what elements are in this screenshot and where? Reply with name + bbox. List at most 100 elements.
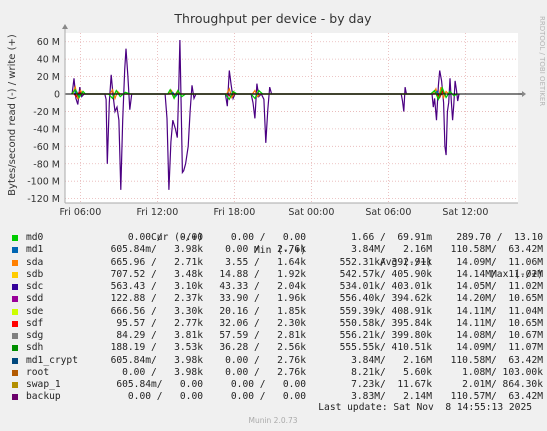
legend-min: 3.55 / 1.64k: [225, 256, 306, 268]
legend-cur: 563.43 / 3.10k: [110, 281, 203, 292]
legend-swatch: [12, 320, 18, 327]
legend-max: 14.14M/ 11.02M: [456, 268, 543, 280]
legend-cur: 605.84m/ 0.00: [116, 379, 203, 390]
legend-row-root: root 0.00 / 3.98k 0.00 / 2.76k 8.21k/ 5.60k…: [12, 366, 543, 379]
legend-row-md1: md1 605.84m/ 3.98k 0.00 / 2.76k 3.84M/ 2.16…: [12, 244, 543, 256]
legend-max: 14.20M/ 10.65M: [456, 293, 543, 305]
legend-series-name: md0: [26, 232, 44, 243]
legend-series-name: sdf: [26, 317, 44, 329]
legend-series-name: sda: [26, 256, 44, 268]
y-tick-label: -20 M: [33, 107, 60, 118]
plot-area: [65, 33, 518, 203]
legend-cur: 188.19 / 3.53k: [110, 342, 203, 354]
legend-row-swap_1: swap_1 605.84m/ 0.00 0.00 / 0.00 7.23k/ 11.…: [12, 379, 543, 391]
header-max: Max (-/+): [491, 269, 543, 280]
munin-version: Munin 2.0.73: [248, 416, 297, 425]
legend-avg: 534.01k/ 403.01k: [339, 281, 432, 292]
legend-series-name: md1_crypt: [26, 354, 78, 366]
header-cur: Cur (-/+): [151, 232, 203, 244]
header-avg: Avg (-/+): [380, 256, 432, 268]
legend-series-name: sde: [26, 305, 44, 317]
legend-cur: 605.84m/ 3.98k: [110, 354, 203, 366]
legend-swatch: [12, 333, 18, 339]
legend-swatch: [12, 308, 18, 315]
legend-swatch: [12, 259, 18, 266]
legend-swatch: [12, 271, 18, 278]
last-update: Last update: Sat Nov 8 14:55:13 2025: [318, 402, 532, 413]
legend-series-name: root: [26, 366, 50, 378]
y-axis-label: Bytes/second read (-) / write (+): [7, 34, 18, 196]
legend-series-name: sdd: [26, 293, 44, 305]
legend-swatch: [12, 369, 18, 376]
y-tick-label: -80 M: [33, 159, 60, 170]
legend-avg: 7.23k/ 11.67k: [351, 379, 432, 390]
legend-min: 0.00 / 2.76k: [225, 354, 306, 366]
x-tick-label: Fri 12:00: [137, 207, 179, 218]
legend-swatch: [12, 345, 18, 352]
header-min: Min (-/+): [254, 244, 306, 256]
legend-header: Cur (-/+) Min (-/+) Avg (-/+) Max (-/+): [12, 220, 543, 280]
legend-avg: 556.40k/ 394.62k: [339, 293, 432, 305]
legend-avg: 550.58k/ 395.84k: [339, 317, 432, 329]
legend-max: 110.57M/ 63.42M: [450, 391, 543, 403]
legend-row-md1_crypt: md1_crypt 605.84m/ 3.98k 0.00 / 2.76k 3.84M…: [12, 354, 543, 367]
legend-min: 0.00 / 2.76k: [225, 244, 306, 256]
legend-avg: 3.83M/ 2.14M: [351, 391, 432, 403]
legend-series-name: md1: [26, 244, 44, 256]
legend-min: 36.28 / 2.56k: [219, 342, 306, 354]
legend-avg: 8.21k/ 5.60k: [351, 366, 432, 378]
legend-row-sdf: sdf 95.57 / 2.77k 32.06 / 2.30k 550.58k/ 39…: [12, 317, 543, 330]
legend-avg: 542.57k/ 405.90k: [339, 268, 432, 280]
legend-min: 14.88 / 1.92k: [219, 268, 306, 280]
legend-max: 14.11M/ 10.65M: [456, 317, 543, 329]
legend-max: 110.58M/ 63.42M: [450, 354, 543, 366]
legend-avg: 559.39k/ 408.91k: [339, 305, 432, 317]
legend-swatch: [12, 284, 18, 290]
legend-avg: 552.31k/ 392.91k: [339, 256, 432, 268]
legend-max: 14.08M/ 10.67M: [456, 330, 543, 341]
axes: [62, 24, 526, 204]
legend-min: 43.33 / 2.04k: [219, 281, 306, 292]
legend-row-sdg: sdg 84.29 / 3.81k 57.59 / 2.81k 556.21k/ 39…: [12, 330, 543, 342]
x-tick-label: Sat 12:00: [442, 207, 488, 218]
legend-cur: 95.57 / 2.77k: [116, 317, 203, 329]
legend-row-sdb: sdb 707.52 / 3.48k 14.88 / 1.92k 542.57k/ 4…: [12, 268, 543, 281]
chart: Throughput per device - by day RRDTOOL /…: [7, 11, 546, 218]
legend-cur: 605.84m/ 3.98k: [110, 244, 203, 256]
legend-swatch: [12, 235, 18, 241]
legend-min: 0.00 / 0.00: [230, 232, 306, 243]
legend-max: 110.58M/ 63.42M: [450, 244, 543, 256]
y-tick-label: -40 M: [33, 124, 60, 135]
legend-max: 289.70 / 13.10: [456, 232, 543, 243]
y-axis: 60 M 40 M 20 M 0 -20 M -40 M -60 M -80 M -100 M -…: [27, 37, 60, 205]
legend-min: 0.00 / 0.00: [230, 379, 306, 390]
legend-min: 33.90 / 1.96k: [219, 293, 306, 305]
legend-max: 1.08M/ 103.00k: [462, 366, 543, 378]
legend-cur: 707.52 / 3.48k: [110, 268, 203, 280]
legend-row-sda: sda 665.96 / 2.71k 3.55 / 1.64k 552.31k/ 39…: [12, 256, 543, 269]
legend-min: 0.00 / 0.00: [230, 391, 306, 403]
legend-series-name: sdb: [26, 268, 44, 280]
x-axis: Fri 06:00 Fri 12:00 Fri 18:00 Sat 00:00 Sat …: [60, 207, 489, 218]
legend-avg: 556.21k/ 399.80k: [339, 330, 432, 341]
y-tick-label: -120 M: [27, 194, 60, 205]
legend-cur: 666.56 / 3.30k: [110, 305, 203, 317]
legend-row-backup: backup 0.00 / 0.00 0.00 / 0.00 3.83M/ 2.14M…: [12, 391, 543, 403]
x-tick-label: Sat 06:00: [365, 207, 411, 218]
legend-max: 14.09M/ 11.06M: [456, 256, 543, 268]
legend-max: 14.09M/ 11.07M: [456, 342, 543, 354]
legend-series-name: backup: [26, 391, 61, 403]
legend-row-sdh: sdh 188.19 / 3.53k 36.28 / 2.56k 555.55k/ 4…: [12, 342, 543, 354]
y-tick-label: 40 M: [37, 55, 60, 66]
legend-series-name: swap_1: [26, 379, 61, 390]
y-tick-label: -100 M: [27, 177, 60, 188]
legend-swatch: [12, 357, 18, 364]
legend-series-name: sdg: [26, 330, 44, 341]
x-axis-arrow: [522, 91, 526, 98]
legend-avg: 3.84M/ 2.16M: [351, 354, 432, 366]
legend-min: 20.16 / 1.85k: [219, 305, 306, 317]
y-tick-label: -60 M: [33, 142, 60, 153]
chart-title: Throughput per device - by day: [173, 11, 372, 26]
legend-series-name: sdc: [26, 281, 44, 292]
y-tick-label: 0: [54, 90, 60, 101]
